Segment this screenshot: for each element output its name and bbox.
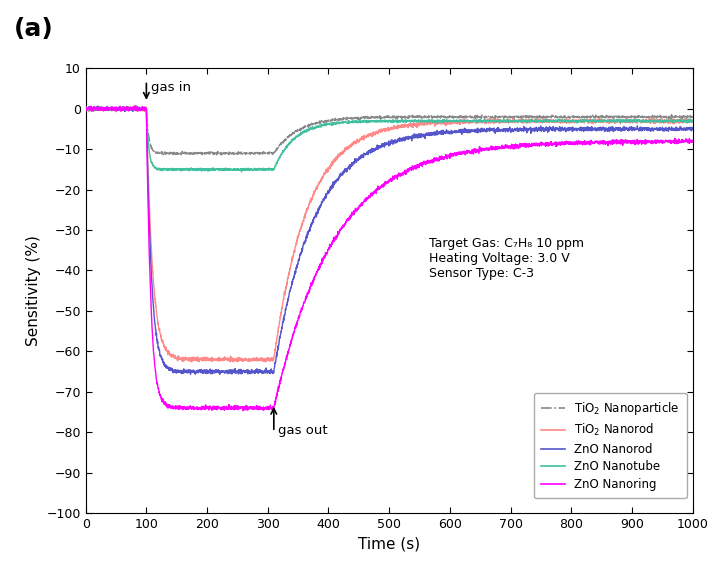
Text: gas out: gas out bbox=[278, 424, 328, 437]
Text: gas in: gas in bbox=[151, 80, 191, 93]
X-axis label: Time (s): Time (s) bbox=[358, 536, 421, 551]
Y-axis label: Sensitivity (%): Sensitivity (%) bbox=[26, 235, 41, 346]
Legend: TiO$_2$ Nanoparticle, TiO$_2$ Nanorod, ZnO Nanorod, ZnO Nanotube, ZnO Nanoring: TiO$_2$ Nanoparticle, TiO$_2$ Nanorod, Z… bbox=[534, 393, 687, 498]
Text: Target Gas: C₇H₈ 10 ppm
Heating Voltage: 3.0 V
Sensor Type: C-3: Target Gas: C₇H₈ 10 ppm Heating Voltage:… bbox=[428, 237, 583, 280]
Text: (a): (a) bbox=[14, 17, 54, 41]
